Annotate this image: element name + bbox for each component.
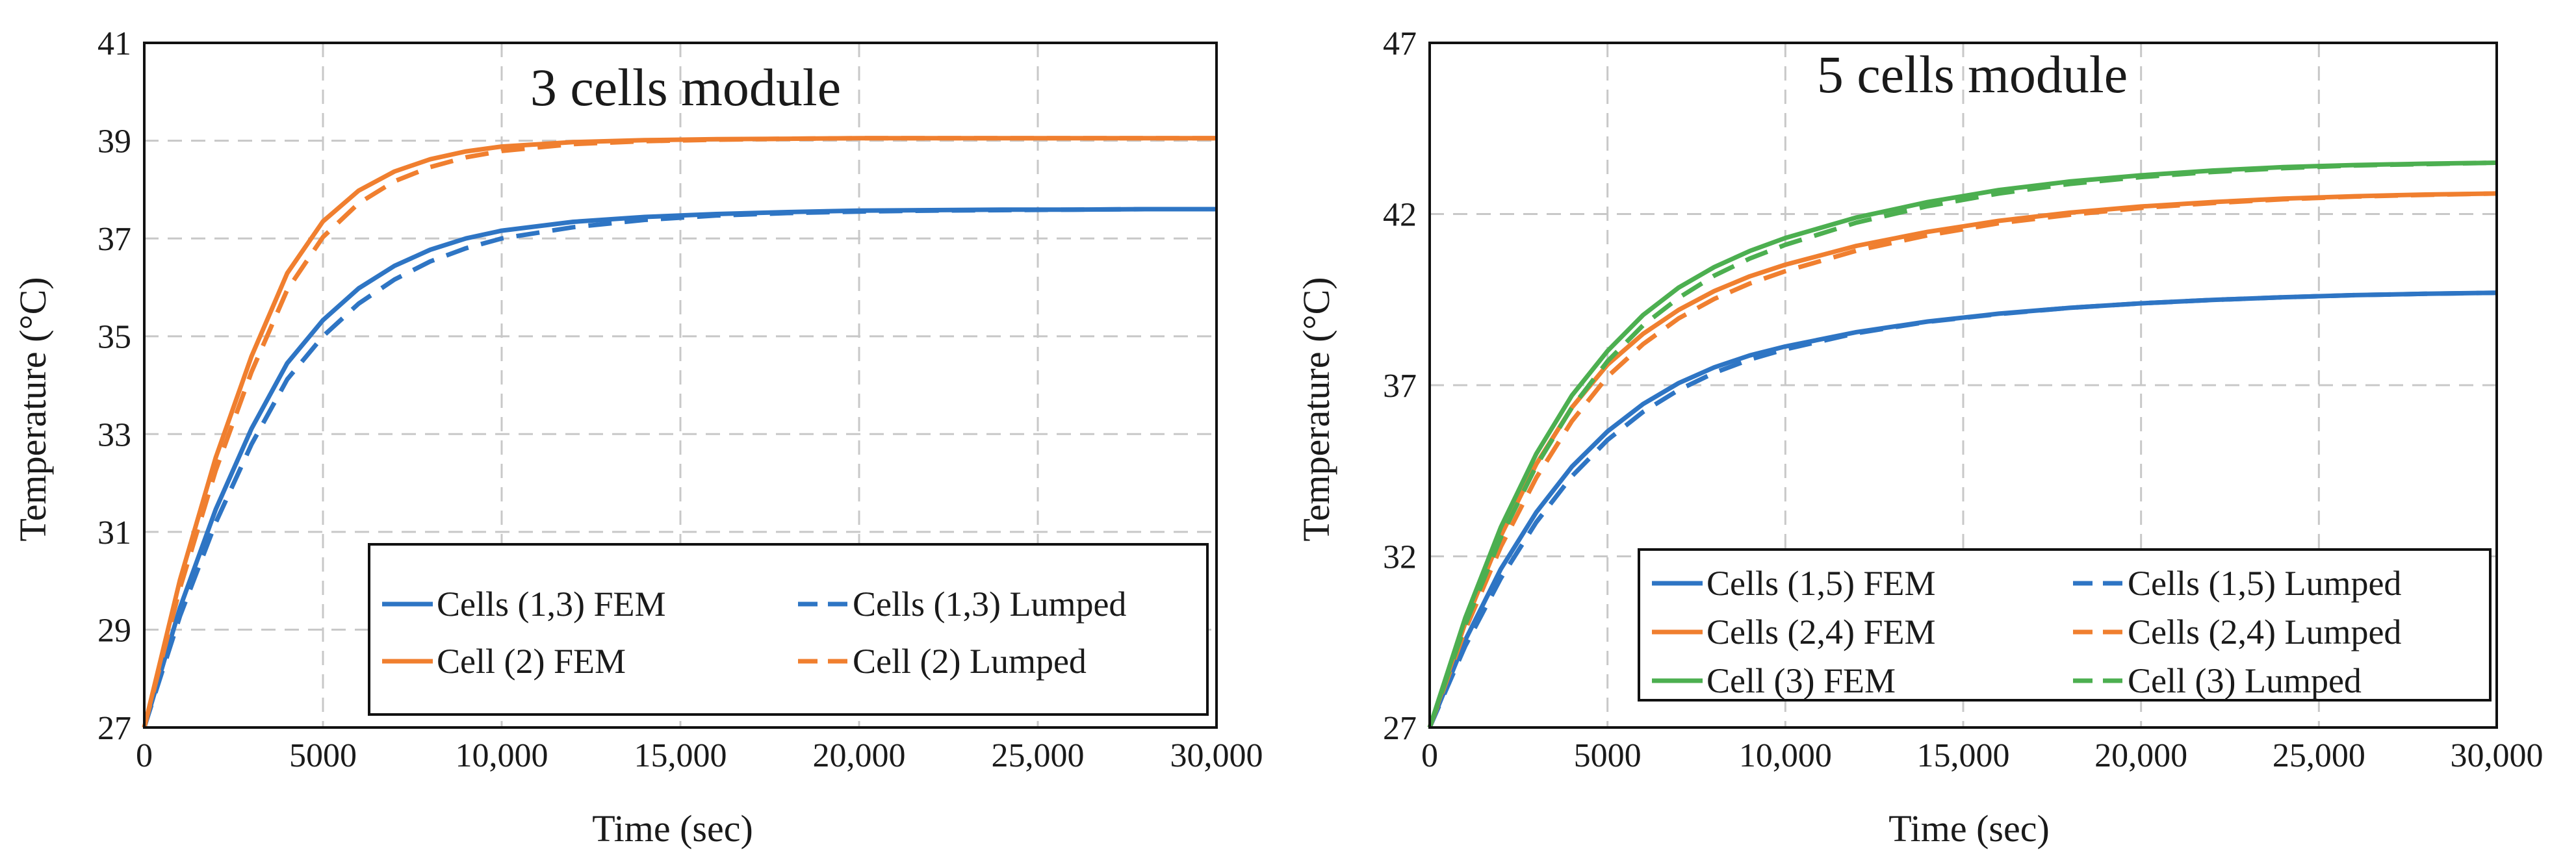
y-tick-label: 41 [97,25,131,62]
chart-title: 5 cells module [1817,45,2128,104]
y-axis-title: Temperature (°C) [1295,277,1337,541]
legend-item-cell-2-lumped: Cell (2) Lumped [798,642,1087,681]
x-tick-label: 20,000 [2094,737,2187,774]
series-group [142,136,1217,729]
series-line-cells-1-5-lumped [1427,290,2497,729]
x-tick-label: 30,000 [1170,737,1263,774]
legend-box [368,543,1209,716]
legend-label: Cell (2) Lumped [853,642,1087,681]
series-line-cells-2-4-lumped [1427,191,2497,729]
series-line-cell-2-lumped [142,136,1217,728]
legend-item-cell-3-lumped: Cell (3) Lumped [2073,661,2362,700]
series-line-cells-1-3-lumped [142,207,1217,729]
legend-item-cells-1-5-fem: Cells (1,5) FEM [1652,564,1936,603]
x-axis-title: Time (sec) [1888,807,2050,850]
x-tick-label: 25,000 [2273,737,2365,774]
chart-5-cells-module: 5 cells module Time (sec) Temperature (°… [1295,25,2544,850]
legend-label: Cell (3) FEM [1707,661,1896,700]
x-tick-label: 25,000 [992,737,1085,774]
legend-label: Cells (1,5) Lumped [2128,564,2401,603]
legend-item-cells-2-4-lumped: Cells (2,4) Lumped [2073,613,2401,651]
legend-label: Cell (2) FEM [437,642,626,681]
y-tick-label: 32 [1383,539,1417,576]
legend-label: Cell (3) Lumped [2128,661,2362,700]
legend-item-cell-3-fem: Cell (3) FEM [1652,661,1896,700]
legend-item-cell-2-fem: Cell (2) FEM [382,642,626,681]
chart-title: 3 cells module [530,58,841,117]
series-group [1427,160,2497,729]
chart-3-cells-module: 3 cells module Time (sec) Temperature (°… [12,25,1263,850]
y-tick-label: 27 [1383,710,1417,747]
y-tick-label: 33 [97,416,131,453]
x-tick-label: 10,000 [456,737,548,774]
x-tick-label: 15,000 [634,737,727,774]
series-line-cells-1-3-fem [142,207,1217,729]
y-tick-label: 47 [1383,25,1417,62]
y-tick-label: 39 [97,123,131,160]
y-tick-label: 27 [97,710,131,747]
y-tick-label: 37 [97,221,131,258]
x-tick-label: 0 [1421,737,1438,774]
x-tick-label: 0 [136,737,153,774]
y-tick-label: 35 [97,319,131,356]
series-line-cell-3-lumped [1427,160,2497,729]
legend-label: Cells (1,3) FEM [437,585,666,624]
x-tick-label: 5000 [1574,737,1642,774]
y-tick-label: 31 [97,514,131,551]
legend-label: Cells (1,5) FEM [1707,564,1936,603]
legend-label: Cells (2,4) FEM [1707,613,1936,651]
x-axis-title: Time (sec) [592,807,753,850]
y-axis-title: Temperature (°C) [12,277,54,541]
x-tick-label: 10,000 [1739,737,1832,774]
x-tick-label: 15,000 [1917,737,2010,774]
legend-label: Cells (2,4) Lumped [2128,613,2401,651]
legend: Cells (1,3) FEM Cells (1,3) Lumped Cell (2… [368,543,1209,716]
legend-item-cells-1-5-lumped: Cells (1,5) Lumped [2073,564,2401,603]
x-tick-label: 20,000 [813,737,906,774]
legend-item-cells-1-3-fem: Cells (1,3) FEM [382,585,666,624]
plot-frame [143,42,1218,729]
legend-item-cells-2-4-fem: Cells (2,4) FEM [1652,613,1936,651]
x-tick-label: 5000 [289,737,357,774]
y-tick-label: 42 [1383,197,1417,234]
y-tick-label: 37 [1383,368,1417,405]
x-tick-label: 30,000 [2451,737,2544,774]
legend-box [1638,548,2492,702]
legend-label: Cells (1,3) Lumped [853,585,1126,624]
y-tick-label: 29 [97,612,131,649]
legend-item-cells-1-3-lumped: Cells (1,3) Lumped [798,585,1126,624]
plot-frame [1428,42,2498,729]
legend: Cells (1,5) FEM Cells (1,5) Lumped Cells (… [1638,548,2492,702]
